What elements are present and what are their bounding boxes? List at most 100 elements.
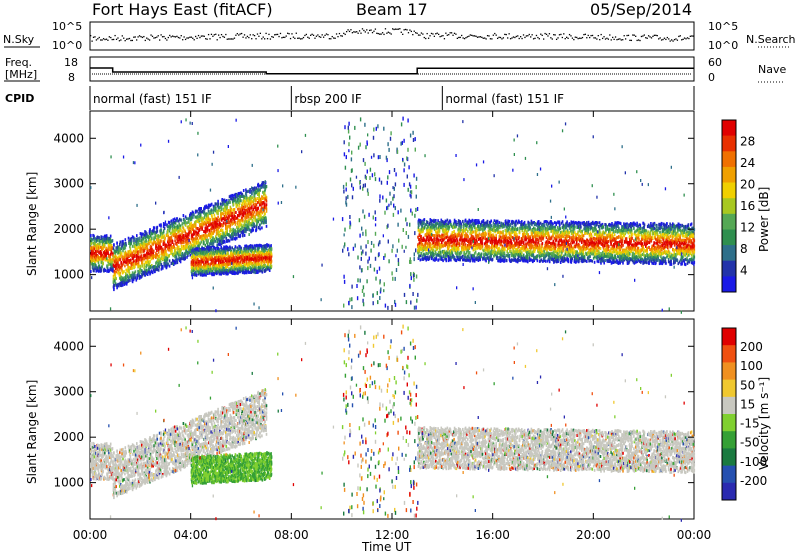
power-cell xyxy=(95,253,97,257)
power-cell xyxy=(199,215,202,219)
noise-dot xyxy=(174,36,177,38)
noise-dot xyxy=(287,32,289,34)
power-cell xyxy=(247,199,249,203)
power-cell xyxy=(147,255,150,259)
noise-tick-top-left: 10^5 xyxy=(52,20,82,33)
power-cell xyxy=(168,264,171,268)
power-cell xyxy=(162,265,164,268)
power-cell xyxy=(183,228,186,232)
power-cell xyxy=(215,235,217,239)
power-cell xyxy=(251,205,253,209)
power-cell xyxy=(214,269,217,273)
noise-dot xyxy=(593,37,595,39)
power-cell xyxy=(244,205,247,209)
power-cell xyxy=(197,258,199,262)
noise-dot xyxy=(461,34,463,37)
noise-dot xyxy=(358,30,361,32)
power-cell xyxy=(240,199,242,203)
power-cell xyxy=(114,251,117,255)
power-cell xyxy=(95,257,97,261)
noise-dot xyxy=(511,37,513,39)
power-cell xyxy=(214,264,217,268)
power-cell xyxy=(186,241,188,245)
noise-dot xyxy=(610,39,612,41)
power-cell xyxy=(196,236,199,240)
power-cell xyxy=(139,232,142,236)
power-cell xyxy=(127,250,129,254)
noise-dot xyxy=(683,37,686,39)
power-cell xyxy=(205,205,208,209)
power-cell xyxy=(237,233,239,236)
power-cell xyxy=(202,217,205,221)
power-cell xyxy=(192,228,194,232)
power-cell xyxy=(141,247,143,251)
power-cell xyxy=(236,203,239,207)
power-cell xyxy=(157,258,159,262)
power-cell xyxy=(265,185,268,189)
power-cell xyxy=(208,257,210,261)
power-cell xyxy=(200,207,202,210)
noise-dot xyxy=(438,33,440,36)
power-cell xyxy=(270,247,273,251)
power-cell xyxy=(194,244,196,248)
power-cell xyxy=(190,250,193,254)
power-cell xyxy=(244,229,246,233)
noise-dot xyxy=(508,33,510,35)
power-cell xyxy=(205,227,207,231)
noise-dot xyxy=(426,32,428,35)
power-cell xyxy=(124,281,126,285)
power-cell xyxy=(167,225,169,228)
power-cell xyxy=(152,249,155,253)
power-cell xyxy=(235,256,238,259)
power-cell xyxy=(205,273,207,277)
power-cell xyxy=(144,253,146,257)
power-cell xyxy=(128,272,131,276)
noise-dot xyxy=(330,38,332,40)
power-cell xyxy=(104,243,106,247)
power-cell xyxy=(114,264,117,268)
power-cell xyxy=(160,239,162,243)
power-cell xyxy=(115,266,118,270)
power-cell xyxy=(196,233,198,237)
power-cell xyxy=(193,268,195,272)
noise-dot xyxy=(688,37,690,40)
power-cell xyxy=(216,263,218,267)
power-cell xyxy=(226,217,229,221)
power-cell xyxy=(160,228,162,232)
power-cell xyxy=(231,211,233,215)
power-cell xyxy=(447,251,450,255)
power-cell xyxy=(133,238,135,242)
power-cell xyxy=(173,245,175,249)
power-cell xyxy=(160,267,163,271)
power-cell xyxy=(183,239,185,243)
noise-dot xyxy=(343,32,345,35)
noise-dot xyxy=(642,35,644,37)
noise-dot xyxy=(92,36,95,38)
power-cell xyxy=(214,216,217,220)
power-cell xyxy=(443,237,446,241)
power-cell xyxy=(97,249,99,253)
power-cell xyxy=(217,199,219,203)
power-cell xyxy=(154,231,157,235)
power-cell xyxy=(219,217,221,221)
power-cell xyxy=(244,212,247,216)
power-cell xyxy=(164,223,166,227)
power-cell xyxy=(178,222,180,226)
power-cell xyxy=(146,232,148,236)
power-cell xyxy=(172,221,175,225)
power-cell xyxy=(174,231,176,235)
power-cell xyxy=(193,272,195,276)
noise-dot xyxy=(104,38,106,41)
power-cell xyxy=(93,251,96,255)
power-cell xyxy=(98,246,100,250)
power-cell xyxy=(212,239,214,243)
power-cell xyxy=(221,271,224,275)
power-cell xyxy=(128,240,130,243)
power-cell xyxy=(220,251,223,255)
power-cell xyxy=(194,215,196,219)
power-cell xyxy=(185,216,188,220)
noise-dot xyxy=(458,36,460,39)
power-cell xyxy=(430,219,433,223)
power-cell xyxy=(199,208,202,212)
power-cell xyxy=(186,221,188,225)
